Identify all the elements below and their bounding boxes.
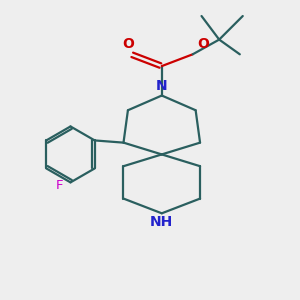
Text: O: O [197,38,209,51]
Text: NH: NH [150,215,173,229]
Text: F: F [56,179,63,192]
Text: O: O [122,38,134,51]
Text: N: N [156,79,168,93]
